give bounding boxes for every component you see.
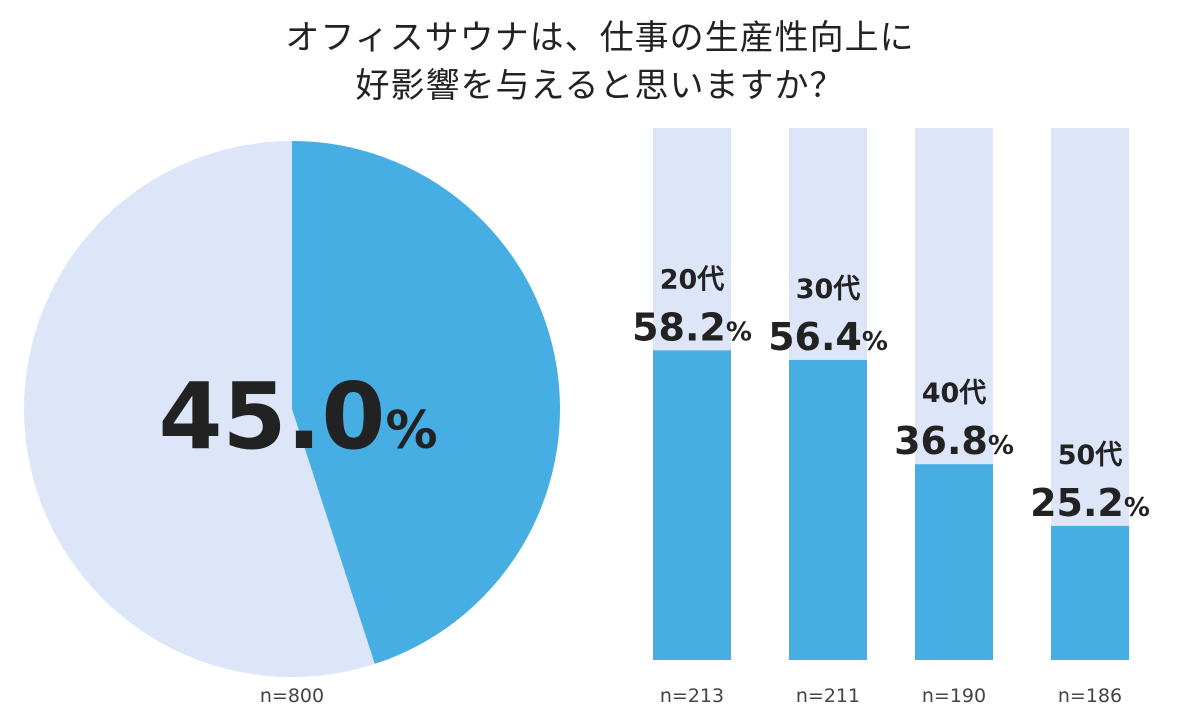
bar-fill <box>653 350 731 660</box>
bar-value-unit: % <box>862 327 888 357</box>
bar-value-unit: % <box>988 431 1014 461</box>
bar-value-label: 58.2% <box>632 305 752 349</box>
chart-title-line-1: オフィスサウナは、仕事の生産性向上に <box>285 18 915 58</box>
bar-value-label: 36.8% <box>894 419 1014 463</box>
bar-value-label: 56.4% <box>768 315 888 359</box>
bar-n-label: n=213 <box>660 685 724 707</box>
bar-fill <box>915 464 993 660</box>
chart-title-line-2: 好影響を与えると思いますか？ <box>355 66 845 106</box>
pie-value-label: 45.0% <box>158 363 437 470</box>
bar-fill <box>1051 525 1129 660</box>
chart-title: オフィスサウナは、仕事の生産性向上に 好影響を与えると思いますか？ <box>0 14 1200 110</box>
pie-n-label: n=800 <box>260 685 324 707</box>
bar-category-label: 50代 <box>1058 440 1123 471</box>
bar-category-label: 40代 <box>922 378 987 409</box>
bar-category-label: 20代 <box>660 264 725 295</box>
bar-value-unit: % <box>1124 493 1150 523</box>
bar-n-label: n=211 <box>796 685 860 707</box>
bar-value-number: 25.2 <box>1030 481 1124 525</box>
bar-fill <box>789 359 867 660</box>
bar-value-number: 36.8 <box>894 419 988 463</box>
bar-value-number: 56.4 <box>768 315 862 359</box>
bar-value-number: 58.2 <box>632 305 726 349</box>
pie-value-number: 45.0 <box>158 363 385 470</box>
bar-category-label: 30代 <box>796 274 861 305</box>
bar-chart: 58.2%20代n=21356.4%30代n=21136.8%40代n=1902… <box>632 128 1150 707</box>
pie-slice-highlight <box>292 141 560 664</box>
bar-n-label: n=186 <box>1058 685 1122 707</box>
pie-chart: 45.0% n=800 <box>24 141 560 707</box>
bar-value-label: 25.2% <box>1030 481 1150 525</box>
bar-value-unit: % <box>726 317 752 347</box>
pie-value-unit: % <box>385 401 437 461</box>
bar-n-label: n=190 <box>922 685 986 707</box>
